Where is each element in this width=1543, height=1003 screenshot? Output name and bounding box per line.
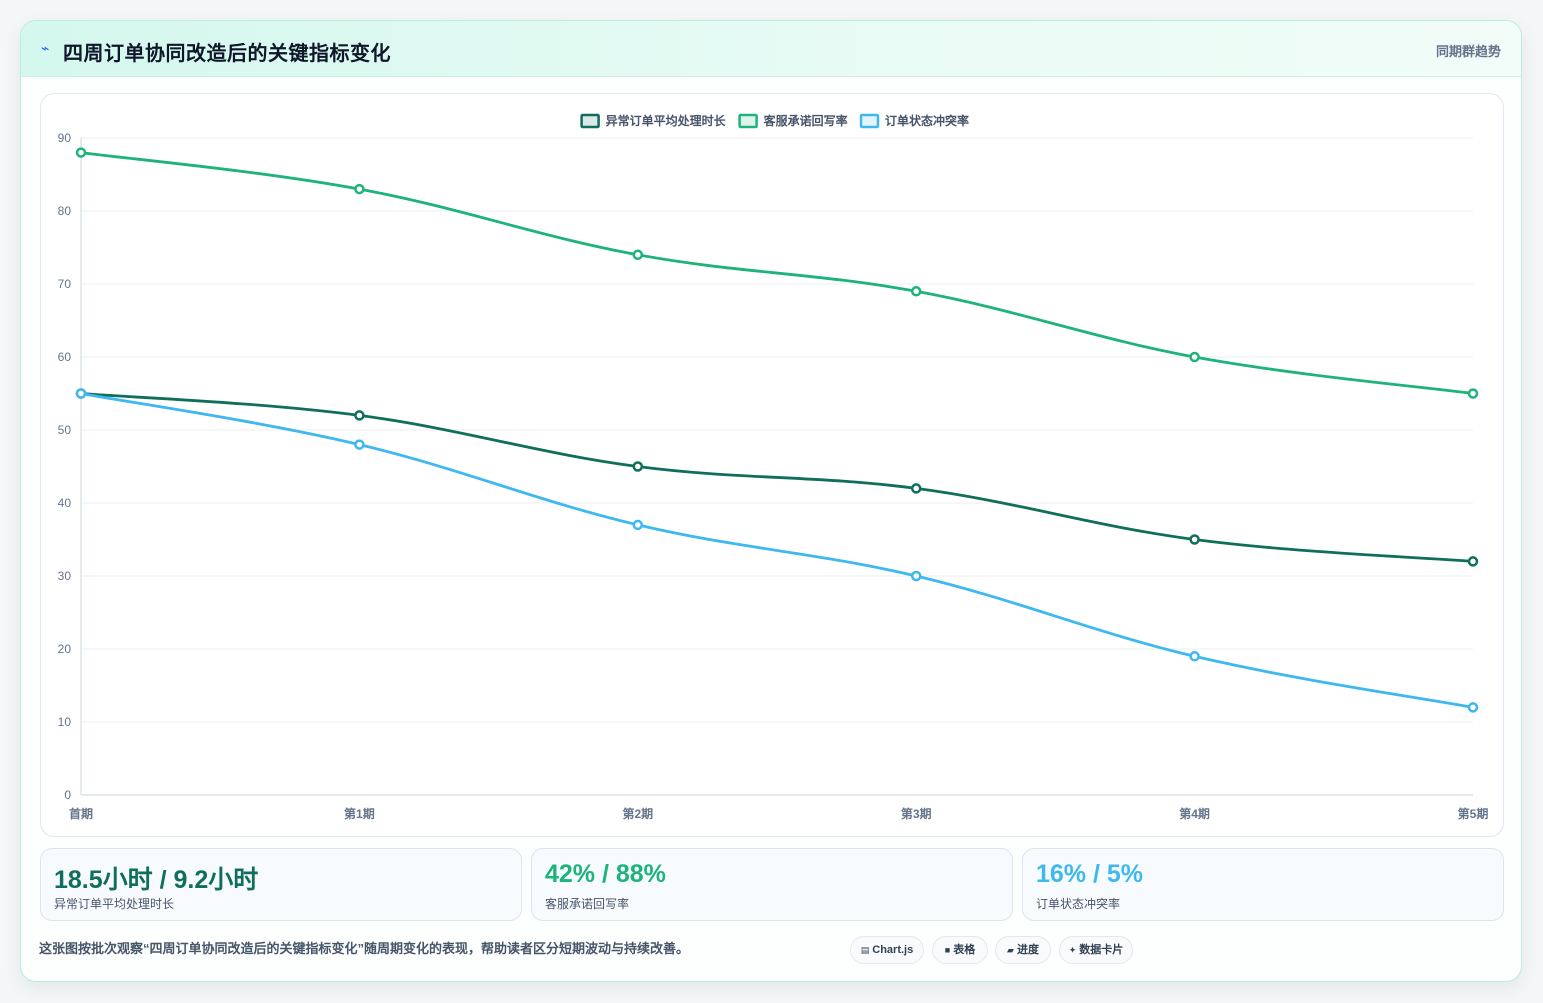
progress-icon: ▰	[1007, 945, 1014, 955]
kpi-card-writeback-rate: 42% / 88% 客服承诺回写率	[531, 848, 1013, 921]
y-tick-label: 40	[58, 496, 72, 510]
kpi-card-conflict-rate: 16% / 5% 订单状态冲突率	[1022, 848, 1504, 921]
data-point	[632, 461, 644, 472]
y-tick-label: 20	[58, 642, 72, 656]
legend-item: 订单状态冲突率	[859, 113, 969, 129]
series-line	[79, 151, 1475, 395]
kpi-label: 异常订单平均处理时长	[54, 897, 175, 911]
page-subtitle: 同期群趋势	[1435, 44, 1501, 59]
data-point	[75, 388, 87, 399]
y-tick-label: 30	[58, 569, 72, 583]
data-point	[1467, 556, 1479, 567]
series-line	[79, 392, 1475, 563]
line-chart: 0 10 20 30 40 50 60 70 80 90 首期 第1期 第2期 第3期 第4期 第5期 异常订单…	[58, 113, 1489, 821]
kpi-value: 42% / 88%	[545, 860, 666, 888]
legend: 异常订单平均处理时长 客服承诺回写率 订单状态冲突率	[580, 113, 969, 129]
chip-progress[interactable]: ▰ 进度	[995, 936, 1051, 964]
series-3	[75, 388, 1479, 713]
data-point	[354, 410, 365, 421]
legend-item: 客服承诺回写率	[738, 113, 848, 129]
dashboard-card: ⌁ 四周订单协同改造后的关键指标变化 同期群趋势 0 10 20 30 40 50 60 70…	[20, 20, 1522, 982]
chart-description: 这张图按批次观察“四周订单协同改造后的关键指标变化”随周期变化的表现，帮助读者区…	[39, 941, 690, 956]
data-point	[632, 249, 644, 261]
x-tick-label: 首期	[69, 806, 93, 821]
data-point	[1467, 388, 1479, 399]
table-icon: ■	[944, 945, 951, 955]
chip-label: 表格	[953, 944, 976, 956]
chip-label: 进度	[1016, 944, 1039, 956]
data-point	[1189, 351, 1200, 363]
x-tick-label: 第4期	[1179, 806, 1210, 821]
data-point	[354, 183, 365, 195]
y-tick-label: 60	[58, 350, 72, 364]
chip-data-card[interactable]: ✦ 数据卡片	[1059, 936, 1133, 964]
x-tick-label: 第2期	[622, 806, 653, 821]
card-header: ⌁ 四周订单协同改造后的关键指标变化 同期群趋势	[21, 21, 1521, 77]
x-tick-label: 第3期	[901, 806, 932, 821]
legend-label: 客服承诺回写率	[763, 113, 848, 128]
chip-label: 数据卡片	[1079, 944, 1124, 956]
kpi-card-processing-time: 18.5小时 / 9.2小时 异常订单平均处理时长	[40, 848, 522, 921]
legend-label: 异常订单平均处理时长	[606, 113, 727, 128]
data-point	[1189, 534, 1200, 545]
x-tick-label: 第1期	[344, 806, 375, 821]
chart-panel: 0 10 20 30 40 50 60 70 80 90 首期 第1期 第2期 第3期 第4期 第5期 异常订单…	[40, 93, 1504, 837]
legend-label: 订单状态冲突率	[885, 113, 969, 128]
y-tick-label: 10	[58, 715, 72, 729]
series-2	[75, 147, 1479, 399]
y-tick-label: 70	[58, 277, 72, 291]
series-line	[79, 392, 1475, 709]
page-title: 四周订单协同改造后的关键指标变化	[63, 43, 391, 65]
kpi-label: 客服承诺回写率	[545, 897, 630, 911]
y-tick-label: 0	[64, 788, 71, 802]
data-point	[910, 286, 922, 297]
chip-table[interactable]: ■ 表格	[932, 936, 988, 964]
kpi-label: 订单状态冲突率	[1036, 897, 1121, 911]
data-point	[910, 570, 922, 582]
data-point	[1189, 651, 1200, 662]
y-tick-label: 90	[58, 131, 72, 145]
data-point	[632, 519, 644, 531]
kpi-value: 18.5小时 / 9.2小时	[54, 866, 259, 894]
sparkle-icon: ✦	[1068, 945, 1077, 955]
legend-swatch	[580, 113, 600, 129]
data-point	[1467, 702, 1479, 713]
legend-swatch	[738, 113, 758, 129]
data-point	[354, 439, 365, 450]
x-tick-label: 第5期	[1458, 806, 1489, 821]
legend-item: 异常订单平均处理时长	[580, 113, 727, 129]
y-tick-label: 80	[58, 204, 72, 218]
legend-swatch	[859, 113, 880, 129]
chip-label: Chart.js	[872, 944, 914, 956]
kpi-value: 16% / 5%	[1036, 860, 1144, 888]
y-tick-label: 50	[58, 423, 72, 437]
trend-spark-icon: ⌁	[41, 40, 50, 56]
data-point	[910, 483, 922, 494]
data-point	[75, 147, 87, 158]
chip-chartjs[interactable]: ▤ Chart.js	[850, 936, 924, 964]
series-1	[75, 388, 1479, 567]
chart-icon: ▤	[860, 945, 870, 955]
